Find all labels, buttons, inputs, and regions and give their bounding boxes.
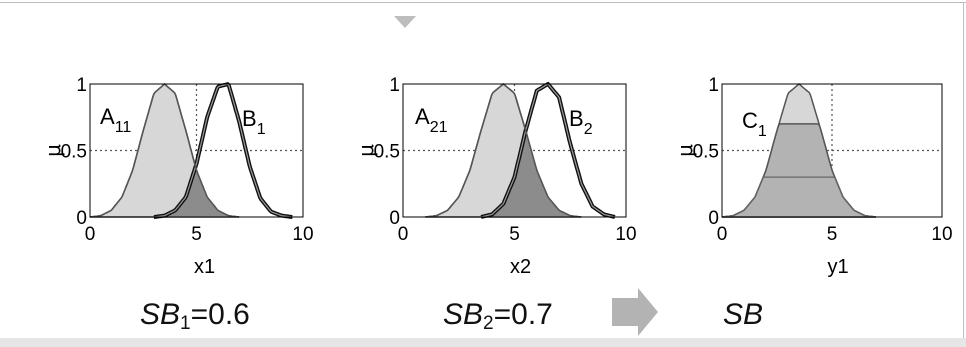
caption-sb-result-main: SB [723,298,764,331]
x-axis-label: y1 [827,256,848,278]
clipped-output-area [721,123,877,218]
y-tick-label: 1 [389,75,400,96]
y-tick-label: 0 [389,208,400,229]
caption-sb2-value: =0.7 [493,298,553,331]
x-tick-label: 10 [931,224,952,245]
axes-box [89,83,304,218]
series-b1-line-highlight [153,83,293,218]
arrow-right-icon [612,288,658,336]
axes-box [721,83,943,218]
axes-box [402,83,627,218]
x-tick-label: 10 [292,224,313,245]
top-border [0,2,966,3]
top-triangle-icon [394,16,416,28]
chart-y1: 0 5 10 0 0.5 1 y1 μ C1 [673,75,953,278]
caption-sb1-sub: 1 [180,313,191,334]
y-tick-label: 0.5 [61,142,87,163]
chart-x1: 0 5 10 0 0.5 1 x1 μ A11 B1 [41,75,314,278]
y-tick-label: 1 [76,75,87,96]
y-axis-label: μ [41,144,65,157]
overlap-area [481,131,582,217]
x-tick-label: 5 [191,224,202,245]
overlap-area [153,167,240,217]
y-tick-label: 0.5 [374,142,400,163]
caption-sb1-value: =0.6 [190,298,250,331]
caption-sb2: SB2=0.7 [443,298,553,335]
caption-sb1-main: SB [140,298,181,331]
bottom-shade [0,338,966,347]
x-tick-label: 5 [827,224,838,245]
y-axis-label: μ [354,144,378,157]
y-tick-label: 0 [76,208,87,229]
x-axis-label: x2 [510,256,531,278]
x-tick-label: 0 [85,224,96,245]
series-label-c1: C1 [742,108,767,140]
series-label-b1: B1 [242,106,266,138]
x-tick-label: 10 [615,224,636,245]
right-border [963,2,964,347]
caption-sb2-sub: 2 [483,313,494,334]
x-axis-label: x1 [194,256,215,278]
caption-sb-result: SB [723,298,763,332]
series-label-a11: A11 [100,104,131,136]
series-label-b2: B2 [569,106,593,138]
y-tick-label: 0.5 [693,142,719,163]
inner-level-line [721,176,877,218]
x-tick-label: 0 [398,224,409,245]
caption-sb2-main: SB [443,298,484,331]
y-axis-label: μ [673,144,697,157]
y-tick-label: 0 [708,208,719,229]
caption-sb1: SB1=0.6 [140,298,250,335]
chart-x2: 0 5 10 0 0.5 1 x2 μ A21 B2 [354,75,637,278]
series-label-a21: A21 [415,104,448,136]
x-tick-label: 5 [509,224,520,245]
y-tick-label: 1 [708,75,719,96]
x-tick-label: 0 [717,224,728,245]
